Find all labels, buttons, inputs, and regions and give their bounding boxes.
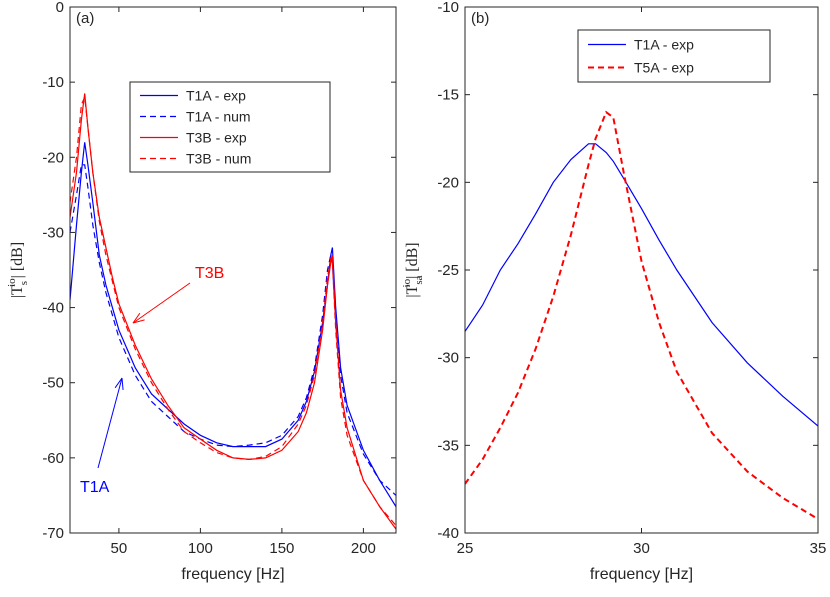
legend-label: T3B - exp	[186, 130, 247, 146]
series-line	[70, 142, 396, 508]
y-label-sub: s	[18, 281, 30, 285]
legend-box	[577, 29, 771, 83]
x-tick-label: 200	[351, 540, 376, 557]
axes-box	[464, 6, 819, 534]
y-tick-label: -20	[437, 174, 459, 191]
legend-label: T1A - exp	[186, 88, 246, 104]
x-tick-label: 100	[188, 540, 213, 557]
series-line	[70, 94, 396, 526]
y-label-sub: sa	[413, 275, 425, 284]
legend-label: T5A - exp	[634, 60, 694, 76]
legend-label: T1A - num	[186, 109, 251, 125]
y-tick-label: -40	[42, 300, 64, 317]
y-tick-label: -20	[42, 149, 64, 166]
y-tick-label: -30	[437, 350, 459, 367]
y-tick-label: 0	[56, 0, 64, 16]
legend-box	[129, 81, 331, 173]
annotation: T3B	[195, 265, 224, 282]
y-label-suffix: | [dB]	[9, 242, 26, 279]
x-axis-label: frequency [Hz]	[590, 566, 693, 583]
y-tick-label: -10	[437, 0, 459, 16]
y-tick-label: -15	[437, 87, 459, 104]
y-label-prefix: |T	[404, 284, 421, 297]
x-tick-label: 30	[633, 540, 650, 557]
y-tick-label: -50	[42, 375, 64, 392]
y-tick-label: -70	[42, 525, 64, 542]
y-tick-label: -60	[42, 450, 64, 467]
y-axis-label: |Tsio| [dB]	[6, 242, 30, 298]
series-line	[70, 93, 396, 530]
y-label-sup: io	[401, 278, 413, 287]
y-tick-label: -30	[42, 224, 64, 241]
y-label-suffix: | [dB]	[404, 242, 421, 279]
series-line	[465, 143, 818, 427]
axes-background	[465, 7, 818, 533]
y-axis-label: |Tsaio| [dB]	[401, 242, 425, 297]
annotation-arrowhead	[132, 319, 145, 324]
annotation: T1A	[80, 479, 110, 496]
x-axis-label: frequency [Hz]	[181, 566, 284, 583]
x-tick-label: 150	[269, 540, 294, 557]
y-tick-label: -35	[437, 437, 459, 454]
axes-box	[69, 6, 397, 534]
annotation-arrow	[97, 377, 123, 469]
legend-label: T3B - num	[186, 151, 251, 167]
panel-label: (a)	[76, 10, 94, 27]
y-tick-label: -25	[437, 262, 459, 279]
y-tick-label: -10	[42, 74, 64, 91]
x-tick-label: 35	[810, 540, 827, 557]
x-tick-label: 50	[111, 540, 128, 557]
panel-label: (b)	[471, 10, 489, 27]
annotation-arrowhead	[121, 377, 124, 390]
annotation-arrow	[132, 282, 191, 324]
y-label-prefix: |T	[9, 285, 26, 298]
y-tick-label: -40	[437, 525, 459, 542]
annotation-arrowhead	[114, 377, 123, 389]
annotation-arrowhead	[132, 312, 141, 324]
legend-label: T1A - exp	[634, 37, 694, 53]
series-line	[465, 110, 818, 520]
y-label-sup: io	[6, 278, 18, 287]
x-tick-label: 25	[457, 540, 474, 557]
